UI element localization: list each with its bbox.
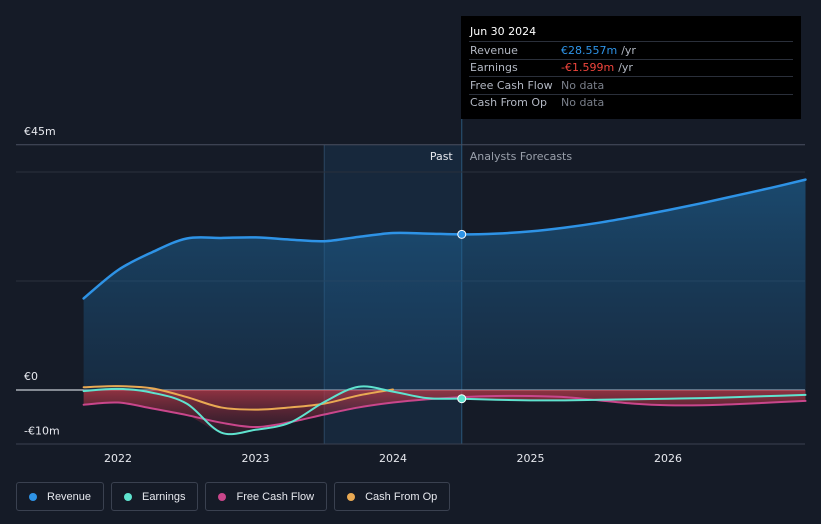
legend-free-cash-flow-label: Free Cash Flow xyxy=(236,490,315,503)
free-cash-flow-dot-icon xyxy=(218,492,227,501)
legend: Revenue Earnings Free Cash Flow Cash Fro… xyxy=(16,482,457,511)
tooltip-row-cash-from-op: Cash From Op No data xyxy=(469,93,793,112)
x-tick-label: 2026 xyxy=(654,452,682,465)
x-tick-label: 2024 xyxy=(379,452,407,465)
earnings-line xyxy=(82,385,807,436)
past-label: Past xyxy=(430,150,454,163)
cash-from-op-dot-icon xyxy=(347,492,356,501)
legend-cash-from-op-button[interactable]: Cash From Op xyxy=(334,482,451,511)
revenue-area xyxy=(83,179,806,390)
forecast-label: Analysts Forecasts xyxy=(470,150,573,163)
tooltip-row-revenue: Revenue €28.557m /yr xyxy=(469,41,793,59)
y-tick-label: €0 xyxy=(24,370,38,383)
tooltip-cfo-value: No data xyxy=(561,96,605,110)
tooltip-row-free-cash-flow: Free Cash Flow No data xyxy=(469,76,793,94)
tooltip-cfo-label: Cash From Op xyxy=(470,96,548,110)
x-tick-label: 2023 xyxy=(242,452,270,465)
revenue-marker xyxy=(457,229,467,239)
earnings-marker xyxy=(457,394,467,404)
tooltip-earnings-unit: /yr xyxy=(618,61,633,75)
tooltip-revenue-label: Revenue xyxy=(470,43,518,57)
revenue-dot-icon xyxy=(29,492,37,501)
y-tick-label: -€10m xyxy=(24,425,60,438)
tooltip-earnings-value: -€1.599m xyxy=(561,61,615,75)
tooltip-date: Jun 30 2024 xyxy=(470,25,537,38)
revenue-line xyxy=(82,178,807,300)
tooltip: Jun 30 2024 Revenue €28.557m /yr Earning… xyxy=(461,16,801,119)
tooltip-earnings-label: Earnings xyxy=(470,61,518,75)
x-tick-label: 2022 xyxy=(104,452,132,465)
legend-earnings-label: Earnings xyxy=(142,490,186,503)
tooltip-fcf-value: No data xyxy=(561,78,605,92)
tooltip-row-earnings: Earnings -€1.599m /yr xyxy=(469,58,793,77)
negative-area xyxy=(83,390,806,434)
legend-revenue-label: Revenue xyxy=(47,490,92,503)
legend-earnings-button[interactable]: Earnings xyxy=(111,482,199,511)
x-tick-label: 2025 xyxy=(517,452,545,465)
y-tick-label: €45m xyxy=(24,125,56,138)
earnings-dot-icon xyxy=(124,492,133,501)
tooltip-revenue-unit: /yr xyxy=(621,43,636,57)
tooltip-fcf-label: Free Cash Flow xyxy=(470,78,553,92)
legend-cash-from-op-label: Cash From Op xyxy=(365,490,438,503)
legend-revenue-button[interactable]: Revenue xyxy=(16,482,105,511)
legend-free-cash-flow-button[interactable]: Free Cash Flow xyxy=(205,482,328,511)
tooltip-revenue-value: €28.557m xyxy=(561,43,618,57)
cash-from-op-line xyxy=(82,385,394,411)
